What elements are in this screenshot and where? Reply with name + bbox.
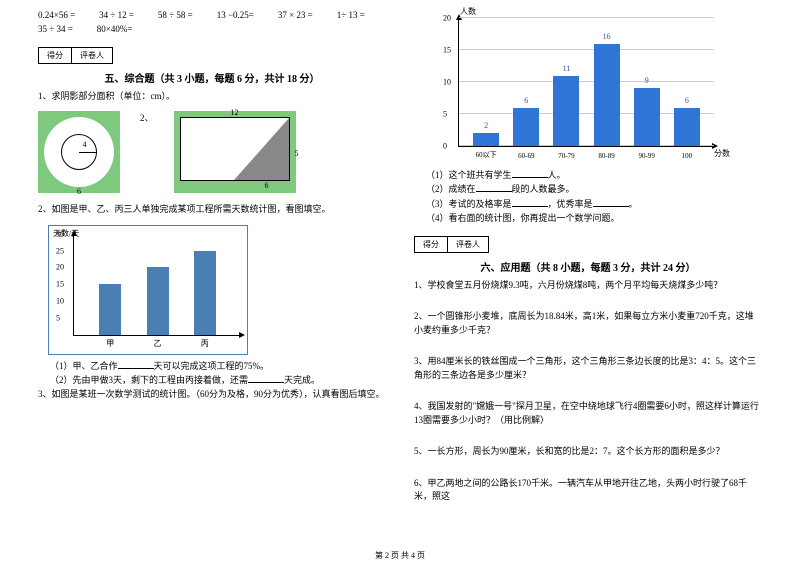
arith-item: 34 ÷ 12 = [99,8,134,22]
section-6-title: 六、应用题（共 8 小题，每题 3 分，共计 24 分） [414,259,762,274]
arith-item: 1÷ 13 = [337,8,365,22]
q5-2-1a: （1）甲、乙合作 [50,361,118,371]
section-5-title: 五、综合题（共 3 小题，每题 6 分，共计 18 分） [38,70,386,85]
c2s3b: ，优秀率是 [548,199,593,209]
arith-item: 37 × 23 = [278,8,313,22]
grader-label: 评卷人 [448,237,488,252]
blank[interactable] [476,182,512,192]
blank[interactable] [118,359,154,369]
blank[interactable] [593,197,629,207]
score-label: 得分 [39,48,72,63]
c2s2b: 段的人数最多。 [512,184,575,194]
c2s1a: （1）这个班共有学生 [426,170,512,180]
q5-2-2a: （2）先由甲做3天，剩下的工程由丙接着做，还需 [50,375,248,385]
q5-1: 1、求阴影部分面积（单位：cm）。 [38,90,386,104]
arith-item: 58 ÷ 58 = [158,8,193,22]
q6-5: 5、一长方形，周长为90厘米，长和宽的比是2：7。这个长方形的面积是多少？ [414,445,762,459]
ring-inner-dim: 4 [83,140,87,149]
blank[interactable] [248,373,284,383]
arithmetic-block: 0.24×56 = 34 ÷ 12 = 58 ÷ 58 = 13 −0.25= … [38,8,386,37]
fig2-label: 2、 [140,111,154,124]
c2s2a: （2）成绩在 [426,184,476,194]
arith-item: 0.24×56 = [38,8,75,22]
q5-2-1b: 天可以完成这项工程的75%。 [154,361,270,371]
score-box: 得分 评卷人 [38,47,113,64]
dim-right: 5 [295,149,299,158]
figure-triangle: 12 5 6 [174,111,296,193]
q5-2-2b: 天完成。 [284,375,320,385]
dim-bottom: 6 [265,181,269,190]
grader-label: 评卷人 [72,48,112,63]
blank[interactable] [512,168,548,178]
q5-3: 3、如图是某班一次数学测试的统计图。（60分为及格，90分为优秀），认真看图后填… [38,388,386,402]
c2s4: （4）看右面的统计图，你再提出一个数学问题。 [426,213,620,223]
arith-item: 35 ÷ 34 = [38,22,73,36]
dim-top: 12 [181,108,289,117]
bar-chart-1: 天数/天 51015202530甲乙丙 [48,225,248,355]
q6-6: 6、甲乙两地之间的公路长170千米。一辆汽车从甲地开往乙地，头两小时行驶了68千… [414,477,762,504]
c2s3a: （3）考试的及格率是 [426,199,512,209]
c2s1b: 人。 [548,170,566,180]
q5-2: 2、如图是甲、乙、丙三人单独完成某项工程所需天数统计图，看图填空。 [38,203,386,217]
q6-3: 3、用84厘米长的铁丝围成一个三角形，这个三角形三条边长度的比是3：4：5。这个… [414,355,762,382]
q6-2: 2、一个圆锥形小麦堆，底周长为18.84米，高1米，如果每立方米小麦重720千克… [414,310,762,337]
score-box: 得分 评卷人 [414,236,489,253]
page-footer: 第 2 页 共 4 页 [0,550,800,561]
c2s3c: 。 [629,199,638,209]
arith-item: 80×40%= [97,22,133,36]
blank[interactable] [512,197,548,207]
arith-item: 13 −0.25= [217,8,254,22]
ring-outer-dim: 6 [77,187,81,196]
q6-4: 4、我国发射的"嫦娥一号"探月卫星，在空中绕地球飞行4圈需要6小时，照这样计算运… [414,400,762,427]
chart2-xlabel: 分数 [714,148,730,159]
bar-chart-2: 人数 分数 05101520260以下660-691170-791680-899… [434,8,724,163]
q6-1: 1、学校食堂五月份烧煤9.3吨，六月份烧煤8吨，两个月平均每天烧煤多少吨？ [414,279,762,293]
score-label: 得分 [415,237,448,252]
figure-ring: 4 6 [38,111,120,193]
chart2-ylabel: 人数 [460,6,476,17]
